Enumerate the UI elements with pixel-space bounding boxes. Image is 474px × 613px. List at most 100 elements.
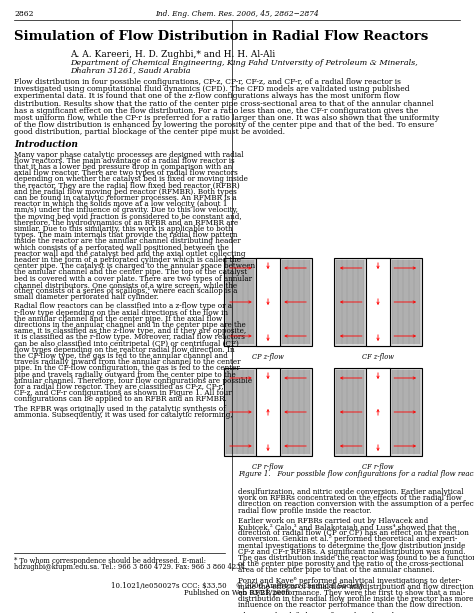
Text: ammonia. Subsequently, it was used for catalytic reforming,: ammonia. Subsequently, it was used for c… (14, 411, 233, 419)
Text: bed is covered with a cover plate. There are two types of annular: bed is covered with a cover plate. There… (14, 275, 252, 283)
Text: annular channel. Therefore, four flow configurations are possible: annular channel. Therefore, four flow co… (14, 377, 252, 385)
Text: of the flow distribution is enhanced by lowering the porosity of the center pipe: of the flow distribution is enhanced by … (14, 121, 434, 129)
Text: pipe. In the CF-flow configuration, the gas is fed to the center: pipe. In the CF-flow configuration, the … (14, 364, 240, 373)
Text: Many vapor phase catalytic processes are designed with radial: Many vapor phase catalytic processes are… (14, 151, 244, 159)
Text: channel distributors. One consists of a wire screen, while the: channel distributors. One consists of a … (14, 281, 237, 289)
Text: pipe and travels radially outward from the center pipe to the: pipe and travels radially outward from t… (14, 371, 236, 379)
Text: area of the center pipe to that of the annular channel.: area of the center pipe to that of the a… (238, 566, 435, 574)
Text: the annular channel and the center pipe. The top of the catalyst: the annular channel and the center pipe.… (14, 268, 247, 276)
Text: A. A. Kareeri, H. D. Zughbi,* and H. H. Al-Ali: A. A. Kareeri, H. D. Zughbi,* and H. H. … (70, 50, 275, 59)
Text: same, it is classified as the z-flow type, and if they are opposite,: same, it is classified as the z-flow typ… (14, 327, 246, 335)
Text: Simulation of Flow Distribution in Radial Flow Reactors: Simulation of Flow Distribution in Radia… (14, 30, 428, 43)
Text: The gas distribution inside the reactor was found to be a function: The gas distribution inside the reactor … (238, 554, 474, 562)
Text: it is classified as the r-flow type. Moreover, radial flow reactors: it is classified as the r-flow type. Mor… (14, 333, 245, 341)
Text: investigated using computational fluid dynamics (CFD). The CFD models are valida: investigated using computational fluid d… (14, 85, 410, 93)
Bar (392, 370, 420, 454)
Bar (365, 368, 390, 456)
Bar (255, 258, 280, 346)
Bar (392, 260, 420, 344)
Text: Introduction: Introduction (14, 140, 78, 148)
Text: desulfurization, and nitric oxide conversion. Earlier analytical: desulfurization, and nitric oxide conver… (238, 488, 464, 496)
Bar (283, 370, 310, 454)
Text: depending on whether the catalyst bed is fixed or moving inside: depending on whether the catalyst bed is… (14, 175, 248, 183)
Text: which consists of a perforated wall positioned between the: which consists of a perforated wall posi… (14, 243, 229, 251)
Text: directions in the annular channel and in the center pipe are the: directions in the annular channel and in… (14, 321, 246, 329)
Text: radial flow profile inside the reactor.: radial flow profile inside the reactor. (238, 506, 371, 514)
Text: reactor in which the solids move at a low velocity (about 1: reactor in which the solids move at a lo… (14, 200, 228, 208)
Text: center pipe. The catalyst is charged to the annular space between: center pipe. The catalyst is charged to … (14, 262, 255, 270)
Bar (224, 258, 312, 346)
Text: the reactor. They are the radial flow fixed bed reactor (RFBR): the reactor. They are the radial flow fi… (14, 181, 240, 189)
Text: small diameter perforated half cylinder.: small diameter perforated half cylinder. (14, 293, 159, 301)
Text: has a significant effect on the flow distribution. For a ratio less than one, th: has a significant effect on the flow dis… (14, 107, 419, 115)
Bar (336, 370, 364, 454)
Text: Chang and Calo⁷ also performed analytical investigations to: Chang and Calo⁷ also performed analytica… (238, 612, 456, 613)
Text: good distribution, partial blockage of the center pipe must be avoided.: good distribution, partial blockage of t… (14, 128, 285, 137)
Text: CF-z, and CF-r configurations as shown in Figure 1. All four: CF-z, and CF-r configurations as shown i… (14, 389, 232, 397)
Bar (255, 368, 280, 456)
Text: Published on Web 03/21/2006: Published on Web 03/21/2006 (184, 589, 290, 597)
Text: flow reactors. The main advantage of a radial flow reactor is: flow reactors. The main advantage of a r… (14, 157, 235, 165)
Text: hdzughbi@kfupm.edu.sa. Tel.: 966 3 860 4729. Fax: 966 3 860 4234.: hdzughbi@kfupm.edu.sa. Tel.: 966 3 860 4… (14, 563, 247, 571)
Text: CP z-flow: CP z-flow (252, 353, 284, 361)
Text: CP r-flow: CP r-flow (252, 463, 283, 471)
Text: header in the form of a perforated cylinder which is called the: header in the form of a perforated cylin… (14, 256, 241, 264)
Text: 10.1021/ie050027s CCC: $33.50    © 2006 American Chemical Society: 10.1021/ie050027s CCC: $33.50 © 2006 Ame… (111, 582, 363, 590)
Text: CF-z and CF-r RFBRs. A significant maldistribution was found.: CF-z and CF-r RFBRs. A significant maldi… (238, 548, 465, 556)
Text: and the radial flow moving bed reactor (RFMBR). Both types: and the radial flow moving bed reactor (… (14, 188, 237, 196)
Text: the annular channel and the center pipe. If the axial flow: the annular channel and the center pipe.… (14, 315, 222, 323)
Text: distribution in the radial flow profile inside the reactor has more: distribution in the radial flow profile … (238, 595, 474, 603)
Text: can be found in catalytic reformer processes. An RFMBR is a: can be found in catalytic reformer proce… (14, 194, 237, 202)
Text: axial flow reactor. There are two types of radial flow reactors: axial flow reactor. There are two types … (14, 169, 238, 177)
Text: 2862: 2862 (14, 10, 34, 18)
Text: similar. Due to this similarity, this work is applicable to both: similar. Due to this similarity, this wo… (14, 225, 233, 233)
Text: mental investigations to determine the flow distribution inside: mental investigations to determine the f… (238, 542, 465, 550)
Bar (226, 260, 254, 344)
Text: configurations can be applied to an RFBR and an RFMBR.: configurations can be applied to an RFBR… (14, 395, 227, 403)
Text: distribution. Results show that the ratio of the center pipe cross-sectional are: distribution. Results show that the rati… (14, 99, 434, 108)
Text: Ind. Eng. Chem. Res. 2006, 45, 2862−2874: Ind. Eng. Chem. Res. 2006, 45, 2862−2874 (155, 10, 319, 18)
Text: flow types depending on the reactor radial flow direction. In: flow types depending on the reactor radi… (14, 346, 235, 354)
Bar (365, 258, 390, 346)
Text: reactor wall and the catalyst bed and the axial outlet collecting: reactor wall and the catalyst bed and th… (14, 250, 246, 258)
Text: the moving bed void fraction is considered to be constant and,: the moving bed void fraction is consider… (14, 213, 242, 221)
Text: direction on reaction conversion with the assumption of a perfect: direction on reaction conversion with th… (238, 500, 474, 508)
Text: Department of Chemical Engineering, King Fahd University of Petroleum & Minerals: Department of Chemical Engineering, King… (70, 59, 418, 67)
Bar (283, 260, 310, 344)
Text: Ponzi and Kaye⁶ performed analytical investigations to deter-: Ponzi and Kaye⁶ performed analytical inv… (238, 577, 461, 585)
Text: r-flow type depending on the axial directions of the flow in: r-flow type depending on the axial direc… (14, 308, 228, 316)
Text: Earlier work on RFBRs carried out by Hlavacek and: Earlier work on RFBRs carried out by Hla… (238, 517, 428, 525)
Text: on RFBR performance. They were the first to show that a mal-: on RFBR performance. They were the first… (238, 589, 465, 597)
Text: other consists of a series of scallops,¹ where each scallop is a: other consists of a series of scallops,¹… (14, 287, 237, 295)
Text: for a radial flow reactor. They are classified as CP-z, CP-r,: for a radial flow reactor. They are clas… (14, 383, 224, 391)
Text: Flow distribution in four possible configurations, CP-z, CP-r, CF-z, and CF-r, o: Flow distribution in four possible confi… (14, 78, 401, 86)
Text: * To whom correspondence should be addressed. E-mail:: * To whom correspondence should be addre… (14, 557, 206, 565)
Bar (336, 260, 364, 344)
Bar (334, 368, 422, 456)
Text: CF r-flow: CF r-flow (362, 463, 394, 471)
Text: mine the effects of radial flow maldistribution and flow direction: mine the effects of radial flow maldistr… (238, 583, 474, 591)
Bar (226, 370, 254, 454)
Text: therefore, the hydrodynamics of an RFBR and an RFMBR are: therefore, the hydrodynamics of an RFBR … (14, 219, 238, 227)
Text: most uniform flow, while the CP-r is preferred for a ratio larger than one. It w: most uniform flow, while the CP-r is pre… (14, 114, 439, 122)
Text: can be also classified into centripetal (CP) or centrifugal (CF): can be also classified into centripetal … (14, 340, 239, 348)
Text: Figure 1.   Four possible flow configurations for a radial flow reactor.: Figure 1. Four possible flow configurati… (238, 470, 474, 478)
Text: CF z-flow: CF z-flow (362, 353, 394, 361)
Text: Dhahran 31261, Saudi Arabia: Dhahran 31261, Saudi Arabia (70, 66, 191, 74)
Text: The RFBR was originally used in the catalytic synthesis of: The RFBR was originally used in the cata… (14, 405, 226, 413)
Bar (224, 368, 312, 456)
Text: that it has a lower bed pressure drop in comparison with an: that it has a lower bed pressure drop in… (14, 163, 232, 171)
Text: work on RFBRs concentrated on the effects of the radial flow: work on RFBRs concentrated on the effect… (238, 494, 462, 502)
Text: influence on the reactor performance than the flow direction.: influence on the reactor performance tha… (238, 601, 463, 609)
Text: of the center pipe porosity and the ratio of the cross-sectional: of the center pipe porosity and the rati… (238, 560, 464, 568)
Text: conversion. Genkin et al.⁵ performed theoretical and experi-: conversion. Genkin et al.⁵ performed the… (238, 535, 457, 543)
Text: mm/s) under the influence of gravity. Due to this low velocity,: mm/s) under the influence of gravity. Du… (14, 207, 238, 215)
Text: inside the reactor are the annular channel distributing header: inside the reactor are the annular chann… (14, 237, 241, 245)
Text: types. The main internals that provide the radial flow pattern: types. The main internals that provide t… (14, 231, 237, 239)
Text: the CP-flow type, the gas is fed to the annular channel and: the CP-flow type, the gas is fed to the … (14, 352, 228, 360)
Text: direction of radial flow (CP or CF) has an effect on the reaction: direction of radial flow (CP or CF) has … (238, 529, 469, 537)
Text: Radial flow reactors can be classified into a z-flow type or a: Radial flow reactors can be classified i… (14, 302, 232, 310)
Bar (334, 258, 422, 346)
Text: Kubicek,² Calo,³ and Balakotaiah and Luss⁴ showed that the: Kubicek,² Calo,³ and Balakotaiah and Lus… (238, 523, 456, 531)
Text: travels radially inward from the annular channel to the center: travels radially inward from the annular… (14, 358, 240, 366)
